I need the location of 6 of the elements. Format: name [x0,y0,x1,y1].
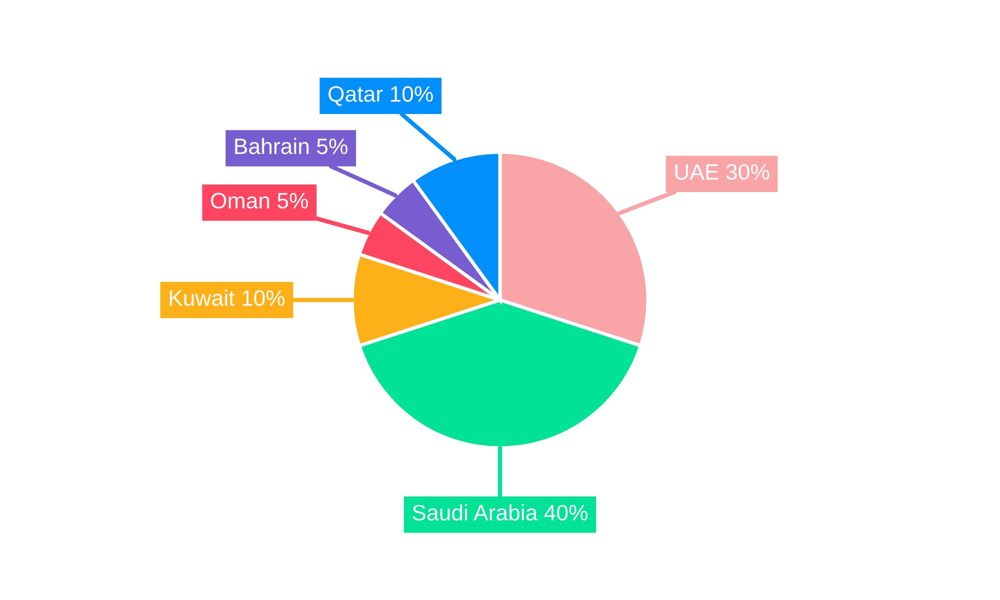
slice-label: Oman 5% [211,192,308,209]
slice-label: UAE 30% [675,164,770,180]
slice-label: Saudi Arabia 40% [412,504,588,521]
slice-label: Kuwait 10% [170,290,285,306]
slice-label: Qatar 10% [328,86,433,106]
slice-label: Bahrain 5% [235,138,348,154]
